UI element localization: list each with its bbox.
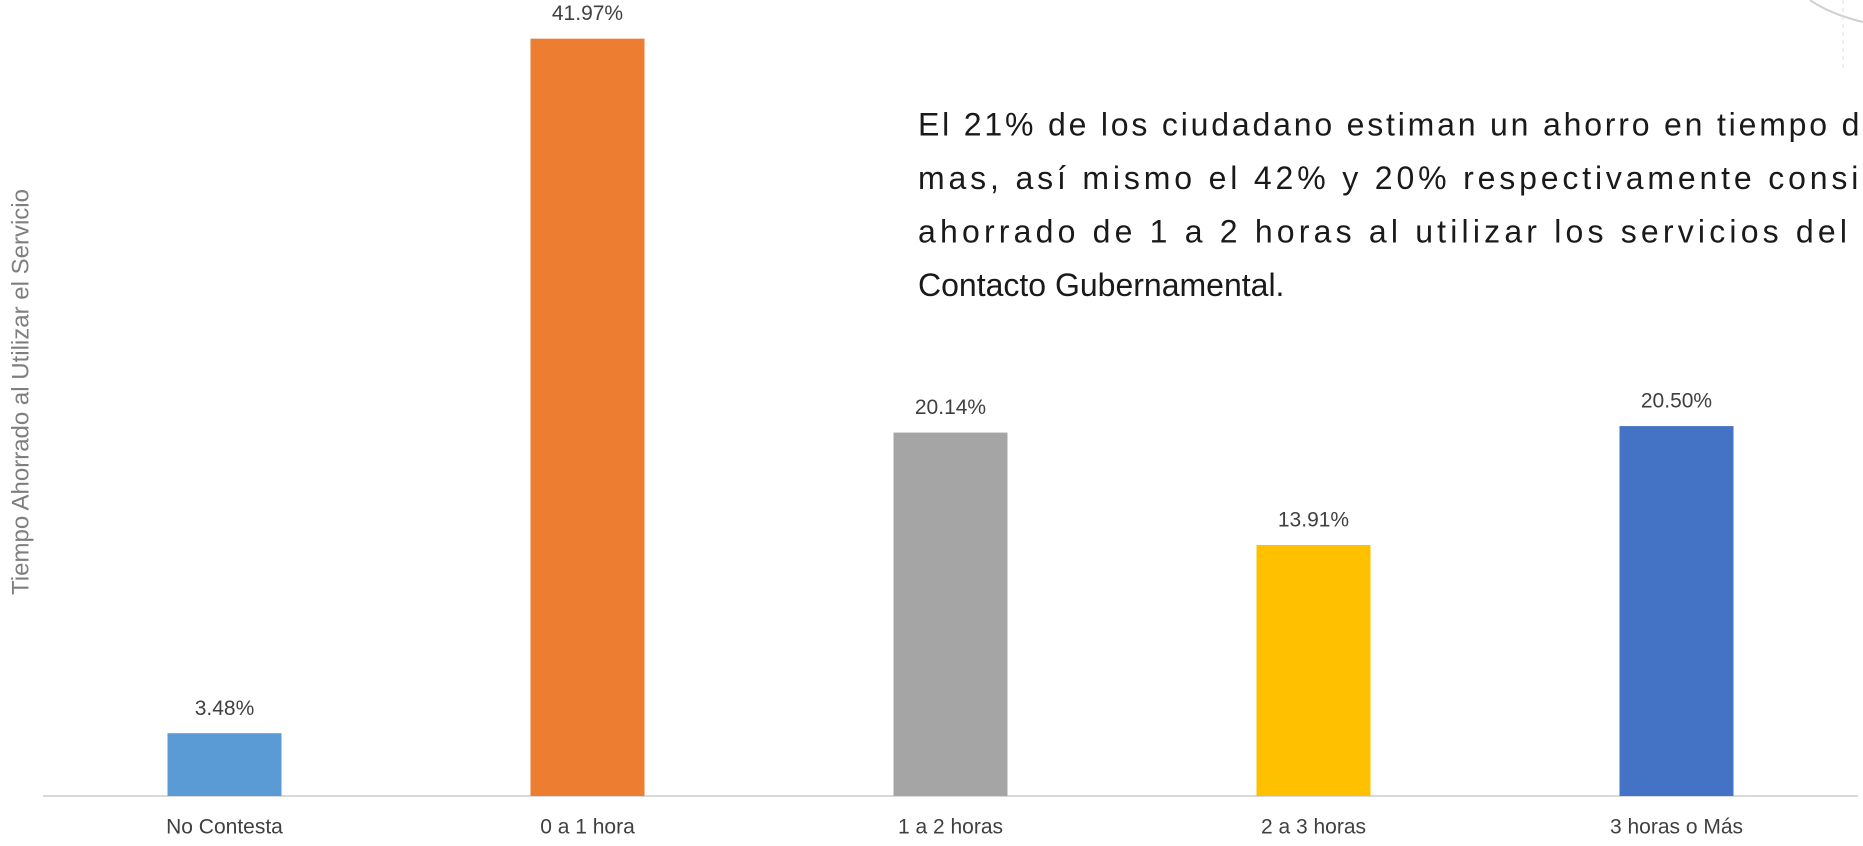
annotation-line: El 21% de los ciudadano estiman un ahorr…	[918, 106, 1863, 142]
data-label: 20.50%	[1641, 390, 1712, 413]
annotation-line: mas, así mismo el 42% y 20% respectivame…	[918, 160, 1863, 196]
bar	[1619, 426, 1734, 796]
data-label: 13.91%	[1278, 509, 1349, 532]
decoration-arc	[1809, 0, 1863, 23]
x-tick-label: 1 a 2 horas	[898, 816, 1003, 839]
x-tick-label: 0 a 1 hora	[540, 816, 635, 839]
x-tick-label: 2 a 3 horas	[1261, 816, 1366, 839]
x-tick-label: No Contesta	[166, 816, 283, 839]
bar	[893, 432, 1008, 796]
bar	[167, 733, 282, 796]
y-axis-label: Tiempo Ahorrado al Utilizar el Servicio	[7, 189, 34, 595]
x-tick-label: 3 horas o Más	[1610, 816, 1743, 839]
annotation-line: Contacto Gubernamental.	[918, 267, 1284, 303]
annotation-line: ahorrado de 1 a 2 horas al utilizar los …	[918, 213, 1847, 249]
bar	[1256, 545, 1371, 796]
data-label: 41.97%	[552, 2, 623, 25]
bar	[530, 38, 645, 796]
data-label: 3.48%	[195, 697, 255, 720]
data-label: 20.14%	[915, 396, 986, 419]
